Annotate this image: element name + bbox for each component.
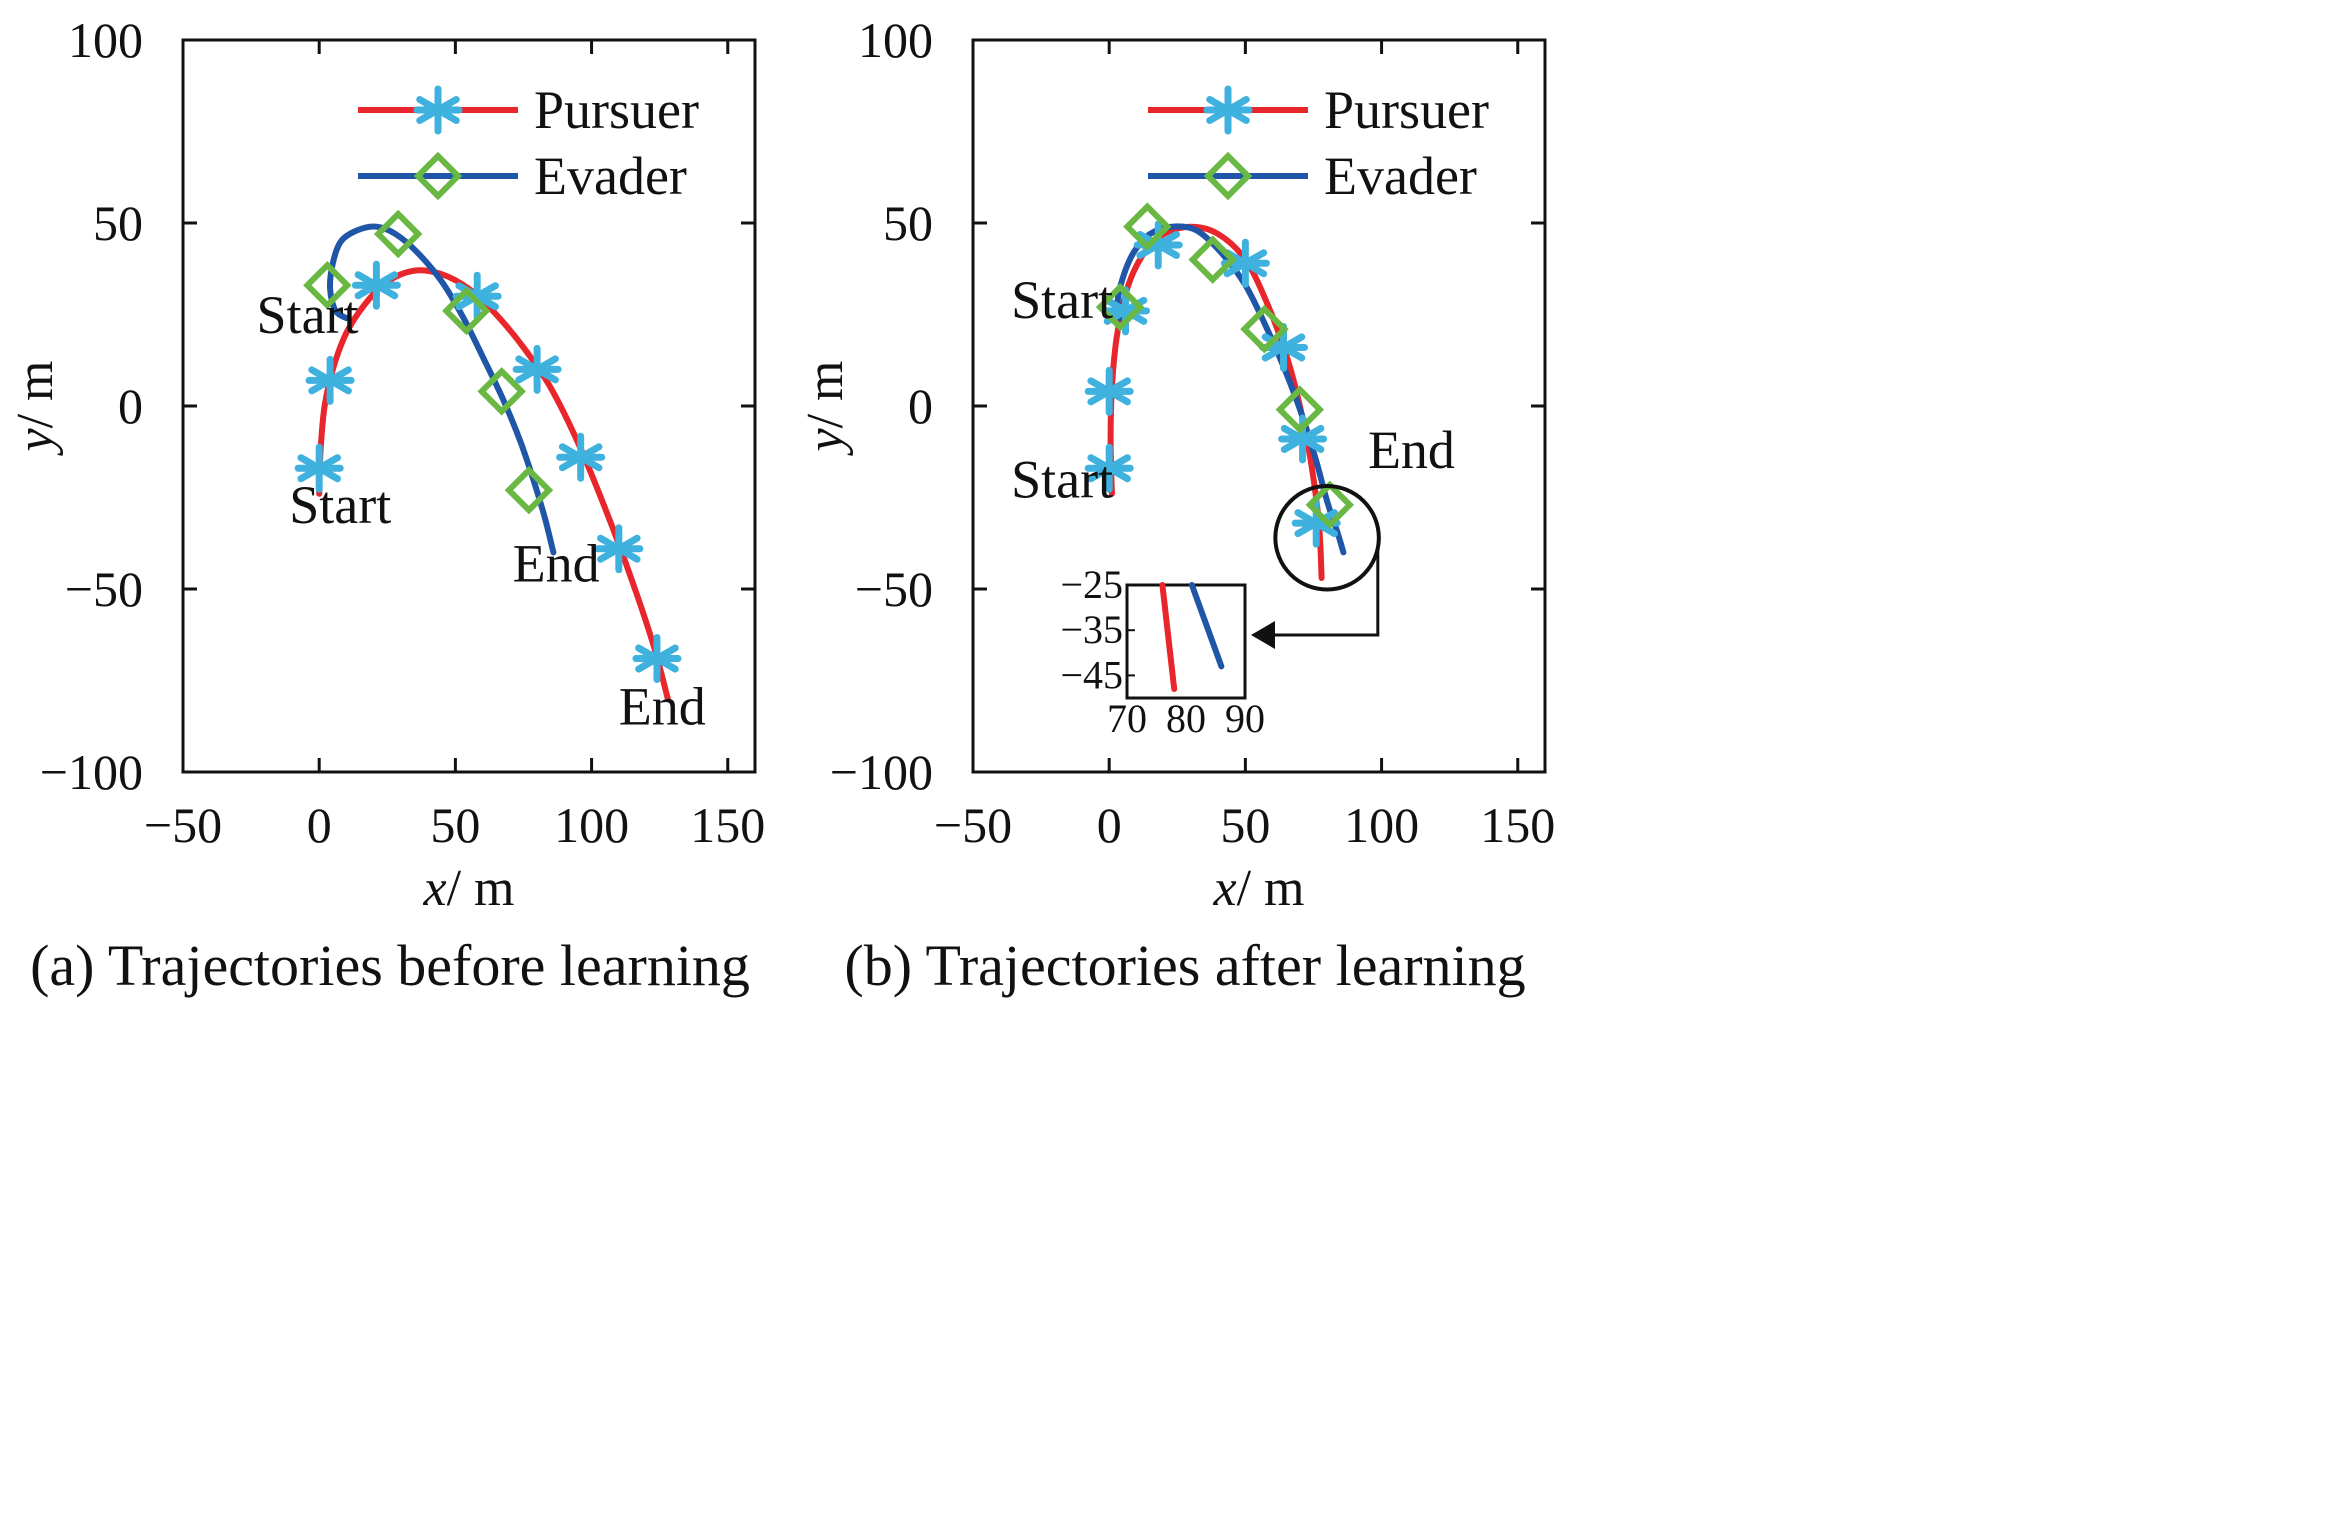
legend-label-pursuer: Pursuer <box>534 80 699 140</box>
data-point-pursuer <box>1084 443 1134 493</box>
legend-marker-pursuer <box>1203 85 1253 135</box>
y-tick-label: 100 <box>858 12 933 68</box>
y-axis-unit: / m <box>7 361 64 429</box>
y-tick-label: −50 <box>855 561 933 617</box>
y-tick-label: −50 <box>65 561 143 617</box>
x-tick-label: −50 <box>934 797 1012 853</box>
panel-caption: (b) Trajectories after learning <box>844 933 1525 998</box>
x-tick-label: 100 <box>1344 797 1419 853</box>
x-tick-label: −50 <box>144 797 222 853</box>
data-point-evader <box>1123 202 1172 251</box>
inset: 70 80 90 −25−35−45 <box>1060 562 1265 741</box>
data-point-evader <box>373 209 423 259</box>
data-point-pursuer <box>556 432 606 482</box>
data-point-evader <box>1305 480 1355 530</box>
x-axis-var: x <box>423 860 447 917</box>
x-tick-label: 0 <box>307 797 332 853</box>
annotation-start: Start <box>1011 270 1113 330</box>
y-tick-label: −100 <box>830 744 933 800</box>
x-tick-label: 150 <box>690 797 765 853</box>
legend-marker-evader <box>413 151 463 201</box>
y-tick-label: 50 <box>93 195 143 251</box>
x-tick-label: 0 <box>1097 797 1122 853</box>
inset-frame <box>1125 583 1247 700</box>
legend-label-pursuer: Pursuer <box>1324 80 1489 140</box>
data-point-evader <box>1188 235 1237 284</box>
y-tick-label: 100 <box>68 12 143 68</box>
x-tick-label: 100 <box>554 797 629 853</box>
legend-marker-evader <box>1203 151 1253 201</box>
annotation-end: End <box>513 534 600 594</box>
annotation-start: Start <box>257 285 359 345</box>
data-point-evader <box>1240 304 1289 354</box>
zoom-connector <box>1273 549 1380 637</box>
y-axis-unit: / m <box>797 361 854 429</box>
inset-line-evader <box>1188 582 1225 670</box>
zoom-arrowhead <box>1251 621 1275 649</box>
x-axis-label: x/ m <box>1213 860 1305 917</box>
x-axis-var: x <box>1213 860 1237 917</box>
data-point-pursuer <box>1220 238 1270 288</box>
y-axis-label: y/ m <box>7 361 64 457</box>
data-point-evader <box>442 286 491 336</box>
data-point-pursuer <box>294 443 344 493</box>
y-axis-label: y/ m <box>797 361 854 457</box>
y-tick-label: 0 <box>908 378 933 434</box>
x-tick-label: 50 <box>1220 797 1270 853</box>
y-tick-label: 0 <box>118 378 143 434</box>
annotation-end: End <box>619 676 706 736</box>
annotation-start: Start <box>1011 450 1113 510</box>
inset-y-tick-label: −35 <box>1060 607 1123 652</box>
legend-label-evader: Evader <box>534 146 687 206</box>
annotation-end: End <box>1368 420 1455 480</box>
x-axis-unit: / m <box>1237 860 1305 917</box>
data-point-evader <box>303 260 352 310</box>
data-point-pursuer <box>1084 366 1134 416</box>
inset-x-tick-label: 70 <box>1107 696 1147 741</box>
data-point-evader <box>477 367 526 416</box>
inset-y-tick-label: −25 <box>1060 562 1123 607</box>
y-tick-label: −100 <box>40 744 143 800</box>
x-tick-label: 150 <box>1480 797 1555 853</box>
legend-label-evader: Evader <box>1324 146 1477 206</box>
x-axis-unit: / m <box>447 860 515 917</box>
y-axis-var: y <box>7 428 64 457</box>
x-tick-label: 50 <box>430 797 480 853</box>
inset-x-tick-label: 80 <box>1166 696 1206 741</box>
legend-marker-pursuer <box>413 85 463 135</box>
y-tick-label: 50 <box>883 195 933 251</box>
data-point-pursuer <box>512 344 562 394</box>
x-axis-label: x/ m <box>423 860 515 917</box>
data-point-evader <box>1095 282 1145 332</box>
inset-y-tick-label: −45 <box>1060 652 1123 697</box>
panel-caption: (a) Trajectories before learning <box>30 933 750 998</box>
data-point-pursuer <box>632 634 682 684</box>
inset-line-pursuer <box>1159 582 1178 692</box>
zoom-circle <box>1273 484 1381 592</box>
y-axis-var: y <box>797 428 854 457</box>
data-point-evader <box>1275 385 1325 434</box>
inset-x-tick-label: 90 <box>1225 696 1265 741</box>
annotation-start: Start <box>289 475 391 535</box>
data-point-pursuer <box>305 355 355 405</box>
data-point-pursuer <box>351 260 401 310</box>
data-point-evader <box>504 465 554 515</box>
data-point-pursuer <box>594 524 644 574</box>
